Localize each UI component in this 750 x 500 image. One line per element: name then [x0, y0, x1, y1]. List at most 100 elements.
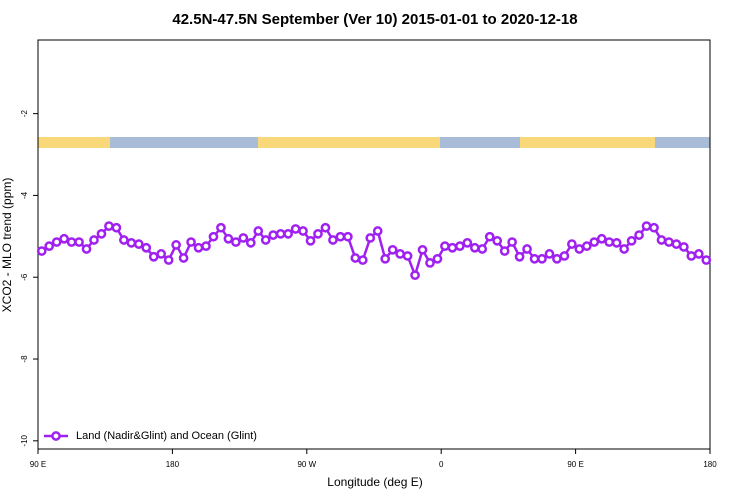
data-point — [298, 226, 308, 236]
data-point — [514, 251, 525, 262]
data-point — [395, 249, 405, 259]
data-point — [223, 233, 234, 244]
data-point — [567, 239, 577, 249]
data-point — [51, 237, 62, 247]
data-point — [186, 237, 196, 247]
data-point — [619, 244, 629, 254]
data-point — [201, 241, 211, 251]
data-point — [268, 230, 279, 240]
plot-frame — [37, 39, 711, 450]
data-point — [552, 253, 562, 264]
x-tick-label: 180 — [703, 460, 717, 469]
data-point — [231, 237, 241, 247]
data-point — [328, 235, 338, 245]
data-point — [432, 253, 443, 264]
data-point — [559, 251, 570, 261]
data-point — [260, 235, 271, 245]
data-point — [522, 244, 532, 254]
data-point — [357, 255, 368, 265]
data-point — [74, 237, 84, 247]
data-point — [611, 238, 622, 248]
data-point — [686, 251, 697, 261]
data-point — [320, 222, 331, 233]
x-axis-label: Longitude (deg E) — [327, 475, 422, 489]
data-point — [447, 242, 458, 253]
x-tick-label: 0 — [439, 460, 444, 469]
data-point — [193, 242, 204, 253]
y-tick-label: -4 — [20, 191, 29, 199]
data-point — [66, 237, 77, 247]
chart-title: 42.5N-47.5N September (Ver 10) 2015-01-0… — [172, 11, 577, 28]
data-point — [126, 238, 137, 248]
data-point — [634, 230, 644, 240]
data-point — [581, 241, 592, 251]
legend-label: Land (Nadir&Glint) and Ocean (Glint) — [76, 430, 257, 442]
data-point — [387, 244, 398, 255]
data-point — [402, 251, 413, 261]
data-point — [641, 221, 652, 231]
data-point — [178, 253, 189, 263]
data-point — [245, 238, 256, 248]
data-point — [111, 222, 122, 233]
data-point — [171, 240, 181, 250]
y-axis-label: XCO2 - MLO trend (ppm) — [0, 178, 14, 313]
data-point — [417, 244, 428, 255]
data-point — [671, 239, 682, 249]
data-point — [462, 238, 473, 248]
data-point — [44, 241, 55, 251]
x-tick-label: 180 — [166, 460, 180, 469]
data-point — [119, 235, 129, 245]
data-point — [59, 233, 69, 244]
data-point — [290, 224, 301, 234]
data-point — [410, 270, 420, 281]
data-point — [679, 242, 689, 252]
data-point — [163, 255, 174, 265]
data-point — [440, 241, 450, 251]
data-point — [305, 235, 316, 246]
x-tick-label: 90 W — [297, 460, 316, 469]
data-point — [275, 229, 286, 239]
data-point — [253, 226, 264, 236]
data-point — [104, 221, 114, 231]
data-point — [372, 226, 383, 236]
data-point — [141, 242, 152, 253]
data-point — [133, 239, 144, 249]
data-point — [604, 237, 615, 247]
data-point — [365, 233, 376, 243]
data-point — [649, 222, 659, 233]
data-point — [664, 237, 674, 247]
y-tick-label: -8 — [20, 355, 29, 363]
y-tick-label: -10 — [20, 434, 29, 446]
data-point — [350, 253, 361, 263]
data-point — [589, 237, 600, 247]
y-tick-label: -6 — [20, 273, 29, 281]
data-point — [499, 246, 510, 256]
data-point — [529, 253, 540, 264]
data-point — [36, 246, 47, 256]
data-point — [313, 229, 323, 239]
data-point — [455, 241, 465, 251]
data-point — [425, 258, 435, 268]
data-point — [216, 222, 226, 233]
data-point — [156, 249, 167, 259]
x-tick-label: 90 E — [30, 460, 46, 469]
data-point — [469, 242, 480, 253]
data-point — [81, 244, 92, 254]
data-point — [693, 249, 704, 259]
legend-swatch-marker — [51, 431, 61, 441]
data-point — [148, 251, 159, 262]
data-point — [596, 233, 607, 244]
data-point — [477, 244, 488, 254]
data-point — [537, 253, 547, 264]
data-point — [544, 249, 555, 259]
y-tick-label: -2 — [20, 110, 29, 118]
data-point — [701, 255, 712, 265]
data-point — [507, 237, 517, 247]
data-point — [492, 235, 503, 246]
data-point — [89, 235, 99, 245]
data-point — [484, 231, 495, 242]
data-point — [656, 235, 667, 245]
data-point — [96, 229, 107, 239]
data-point — [208, 231, 219, 242]
